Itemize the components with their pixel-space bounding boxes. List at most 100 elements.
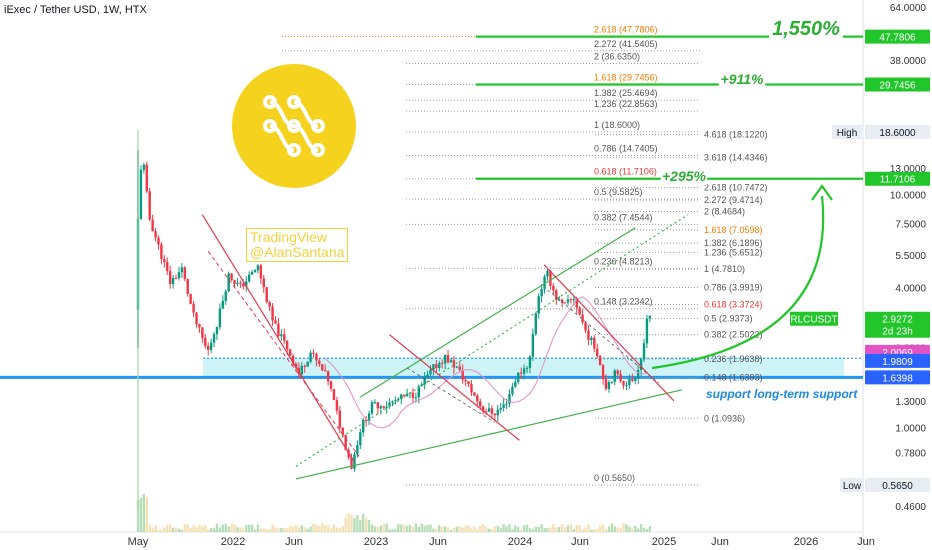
volume-bar: [239, 527, 242, 532]
y-tick-label: 10.0000: [890, 191, 927, 202]
volume-bar: [189, 527, 192, 532]
volume-bar: [268, 529, 271, 532]
candle-body: [604, 378, 608, 389]
price-tag-bg: [865, 478, 930, 493]
y-tick-label: 0.7800: [895, 448, 926, 459]
moving-average-line: [324, 296, 648, 429]
volume-bar: [625, 524, 628, 532]
candle-body: [560, 299, 564, 303]
candle-body: [309, 352, 312, 362]
candle-body: [221, 300, 225, 309]
x-tick-label: 2024: [508, 536, 532, 548]
candle-body: [312, 352, 315, 354]
candle-body: [528, 356, 532, 368]
candle-body: [160, 244, 163, 259]
candle-body: [324, 370, 327, 372]
volume-bar: [452, 527, 456, 532]
price-tag-bg: [865, 124, 930, 139]
price-tag: 11.7106: [880, 175, 916, 186]
candle-body: [631, 378, 634, 381]
target-label: 1,550%: [772, 18, 840, 40]
volume-bar: [458, 526, 461, 532]
fib-right-label: 2.618 (10.7472): [704, 182, 768, 192]
candle-body: [183, 267, 186, 279]
volume-bar: [379, 525, 382, 532]
target-label: +295%: [662, 168, 707, 184]
candle-body: [177, 272, 181, 279]
volume-bar: [514, 525, 517, 532]
y-tick-label: 13.0000: [890, 164, 927, 175]
candle-body: [531, 333, 535, 357]
volume-bar: [610, 523, 614, 532]
fib-right-label: 1.236 (5.6512): [704, 247, 763, 257]
candle-body: [154, 231, 157, 238]
volume-bar: [549, 527, 552, 532]
candle-body: [391, 401, 394, 403]
candle-body: [487, 408, 491, 412]
candle-body: [332, 388, 336, 401]
volume-bar: [265, 529, 268, 532]
candle-body: [572, 299, 576, 301]
fib-left-label: 0.786 (14.7405): [594, 143, 658, 153]
volume-bar: [631, 528, 634, 532]
trendline-red-2: [389, 334, 520, 441]
volume-bar: [438, 525, 441, 532]
candle-body: [496, 409, 499, 416]
trendline-red-3: [543, 264, 675, 402]
price-tag: Low: [843, 481, 862, 492]
volume-bar: [493, 526, 497, 532]
fib-left-label: 0.236 (4.8213): [594, 256, 653, 266]
candle-body: [458, 366, 461, 371]
price-tag: 1.9809: [882, 357, 913, 368]
candle-body: [367, 413, 371, 421]
volume-bar: [256, 524, 260, 532]
price-tag-bg: [790, 311, 838, 326]
volume-bar: [297, 527, 301, 532]
volume-bar: [519, 529, 523, 532]
volume-bar: [584, 527, 587, 532]
candle-body: [490, 408, 494, 414]
volume-bar: [593, 528, 596, 532]
volume-bar: [534, 526, 537, 532]
fib-right-label: 0.236 (1.9638): [704, 354, 763, 364]
candle-body: [446, 355, 450, 363]
candle-body: [201, 327, 204, 338]
candle-body: [546, 270, 549, 277]
volume-bar: [502, 524, 505, 532]
volume-bar: [613, 526, 616, 532]
volume-bar: [341, 526, 344, 532]
candle-body: [394, 400, 397, 402]
volume-bar: [642, 527, 646, 532]
candle-body: [385, 406, 388, 408]
volume-bar: [186, 524, 189, 532]
fib-left-label: 0.618 (11.7106): [594, 167, 657, 177]
volume-bar: [183, 524, 186, 532]
volume-bar: [145, 496, 148, 532]
candle-body: [417, 386, 420, 398]
x-tick-label: Jun: [857, 536, 875, 548]
volume-bar: [312, 523, 315, 532]
candle-body: [174, 277, 178, 279]
candle-body: [455, 366, 459, 368]
candle-body: [610, 381, 614, 383]
y-tick-label: 1.0000: [895, 423, 926, 434]
fib-left-label: 0.148 (3.2342): [594, 297, 653, 307]
candle-body: [157, 237, 160, 245]
candle-body: [277, 323, 280, 337]
volume-bar: [303, 527, 306, 532]
volume-bar: [414, 523, 418, 532]
volume-bar: [212, 528, 216, 532]
volume-bar: [204, 525, 207, 532]
y-tick-label: 38.0000: [890, 56, 927, 67]
volume-bar: [648, 526, 652, 532]
volume-bar: [332, 524, 336, 532]
volume-bar: [628, 526, 631, 532]
candle-body: [411, 392, 415, 398]
candle-body: [364, 419, 368, 421]
candle-body: [619, 374, 622, 382]
volume-bar: [607, 526, 611, 532]
volume-bar: [350, 514, 353, 532]
candle-body: [280, 334, 283, 337]
volume-bar: [484, 526, 488, 532]
